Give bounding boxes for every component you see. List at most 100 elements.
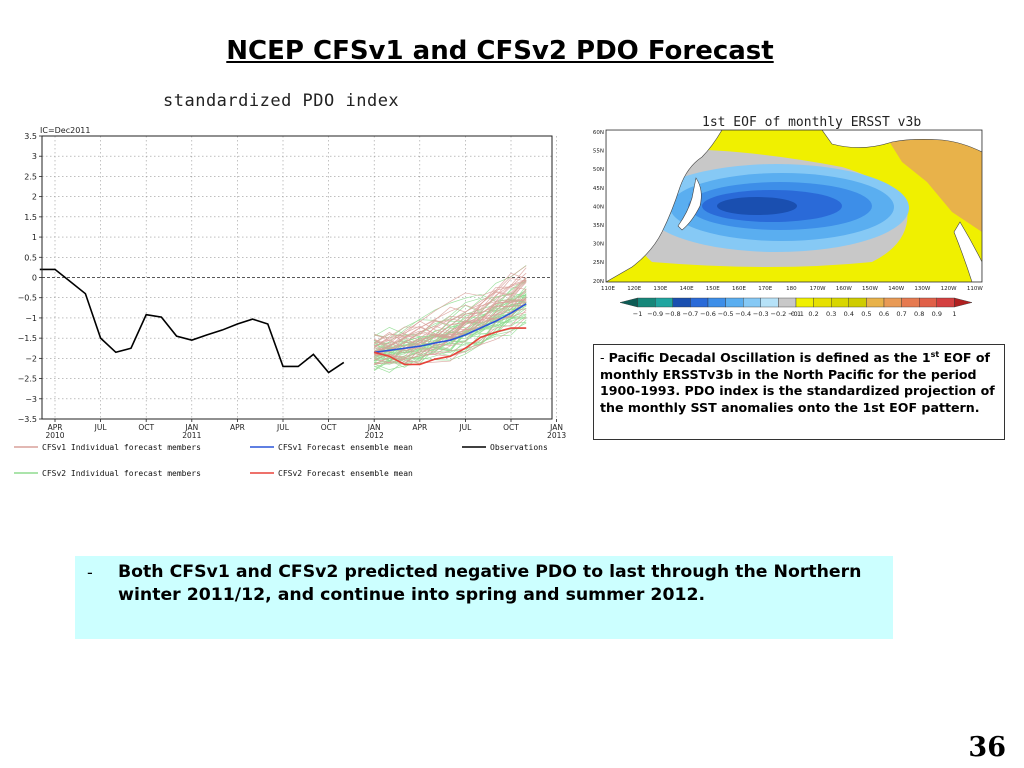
colorbar-label: −0.2 xyxy=(771,310,787,318)
y-tick-label: −3.5 xyxy=(18,415,37,424)
eof-map-panel: 1st EOF of monthly ERSST v3b 60N 55N 50N 45… xyxy=(593,115,983,318)
definition-superscript: st xyxy=(930,349,940,359)
y-tick-label: 0 xyxy=(32,274,37,283)
y-tick-label: −1 xyxy=(25,314,37,323)
y-tick-label: 3.5 xyxy=(24,132,37,141)
x-tick-year-label: 2010 xyxy=(45,431,64,440)
longitude-label: 120W xyxy=(941,286,957,292)
colorbar-cell xyxy=(672,297,691,308)
colorbar-label: 0.6 xyxy=(879,310,889,318)
longitude-label: 130E xyxy=(653,286,667,292)
colorbar-cell xyxy=(883,297,902,308)
longitude-label: 170E xyxy=(758,286,772,292)
x-tick-year-label: 2011 xyxy=(182,431,201,440)
definition-text-end: EOF of monthly ERSSTv3b in the North Pac… xyxy=(600,350,995,415)
colorbar-cell xyxy=(742,297,761,308)
colorbar-label: 0.4 xyxy=(844,310,854,318)
colorbar-cell xyxy=(901,297,920,308)
x-tick-month-label: OCT xyxy=(138,423,154,432)
x-tick-year-label: 2013 xyxy=(547,431,566,440)
longitude-label: 110W xyxy=(967,286,983,292)
x-tick-month-label: JUL xyxy=(94,423,108,432)
series-line xyxy=(374,303,527,354)
ensemble-member-line xyxy=(374,316,527,360)
asia-landmass xyxy=(606,130,723,282)
longitude-label: 110E xyxy=(601,286,615,292)
colorbar-cell xyxy=(637,297,656,308)
ensemble-member-line xyxy=(373,299,527,344)
series-lines xyxy=(39,268,527,374)
y-tick-label: 3 xyxy=(32,152,37,161)
colorbar-cell xyxy=(919,297,938,308)
chart-legend: CFSv1 Individual forecast members CFSv1 F… xyxy=(14,443,548,478)
definition-dash: - xyxy=(600,350,609,365)
y-tick-label: −2 xyxy=(25,354,37,363)
ensemble-member-line xyxy=(374,281,527,355)
legend-label: Observations xyxy=(490,443,548,452)
ensemble-member-line xyxy=(374,265,527,353)
y-tick-label: 2 xyxy=(32,193,37,202)
definition-text-start: Pacific Decadal Oscillation is defined a… xyxy=(608,350,931,365)
colorbar-cell xyxy=(778,297,797,308)
x-tick-month-label: APR xyxy=(48,423,63,432)
pdo-definition-box: - Pacific Decadal Oscillation is defined… xyxy=(593,344,1005,440)
longitude-label: 130W xyxy=(914,286,930,292)
colorbar-label: 0.8 xyxy=(914,310,924,318)
colorbar-label: −1 xyxy=(633,310,643,318)
colorbar-cell xyxy=(707,297,726,308)
x-tick-month-label: APR xyxy=(412,423,427,432)
y-tick-label: −3 xyxy=(25,395,37,404)
x-tick-month-label: JAN xyxy=(184,423,198,432)
latitude-label: 35N xyxy=(593,223,604,229)
summary-text: Both CFSv1 and CFSv2 predicted negative … xyxy=(118,562,862,605)
colorbar-cell xyxy=(936,297,955,308)
ensemble-member-line xyxy=(374,279,527,365)
ensemble-member-line xyxy=(374,286,527,347)
summary-box: - Both CFSv1 and CFSv2 predicted negativ… xyxy=(75,556,893,639)
ensemble-member-line xyxy=(374,291,527,368)
y-tick-label: 1.5 xyxy=(24,213,37,222)
colorbar-cell xyxy=(655,297,674,308)
colorbar-label: 0.1 xyxy=(791,310,801,318)
ensemble-member-line xyxy=(373,272,527,348)
longitude-label: 150W xyxy=(862,286,878,292)
colorbar-cell xyxy=(760,297,779,308)
chart-subtitle: IC=Dec2011 xyxy=(40,126,91,135)
ensemble-member-line xyxy=(374,296,527,363)
colorbar-cell xyxy=(690,297,709,308)
colorbar-cell xyxy=(954,297,973,308)
y-tick-label: 0.5 xyxy=(24,253,37,262)
series-line xyxy=(39,268,345,374)
x-tick-month-label: JAN xyxy=(549,423,563,432)
ensemble-member-line xyxy=(374,277,527,357)
colorbar-label: −0.6 xyxy=(700,310,716,318)
colorbar-label: −0.9 xyxy=(647,310,663,318)
colorbar-label: −0.4 xyxy=(735,310,751,318)
latitude-label: 40N xyxy=(593,204,604,210)
longitude-label: 160W xyxy=(836,286,852,292)
summary-bullet: - xyxy=(87,563,93,582)
longitude-label: 140W xyxy=(888,286,904,292)
x-tick-month-label: JUL xyxy=(276,423,290,432)
x-tick-month-label: APR xyxy=(230,423,245,432)
x-tick-month-label: OCT xyxy=(503,423,519,432)
colorbar-label: 1 xyxy=(952,310,956,318)
colorbar-cell xyxy=(848,297,867,308)
y-axis-ticks: 3.5 3 2.5 2 1.5 1 0.5 0 −0.5 −1 −1.5 −2 −2.5 −3 −3.5 xyxy=(18,132,42,424)
colorbar-label: 0.9 xyxy=(932,310,942,318)
x-tick-month-label: JUL xyxy=(458,423,472,432)
slide-title: NCEP CFSv1 and CFSv2 PDO Forecast xyxy=(226,36,774,66)
colorbar-label: 0.2 xyxy=(808,310,818,318)
colorbar-cell xyxy=(866,297,885,308)
colorbar-cell xyxy=(619,297,638,308)
x-tick-month-label: OCT xyxy=(321,423,337,432)
longitude-label: 170W xyxy=(810,286,826,292)
ensemble-member-line xyxy=(374,267,527,355)
y-tick-label: −0.5 xyxy=(18,294,37,303)
latitude-label: 20N xyxy=(593,279,604,285)
longitude-label: 160E xyxy=(732,286,746,292)
eof-map-frame xyxy=(605,129,983,283)
longitude-label: 150E xyxy=(706,286,720,292)
north-america-landmass xyxy=(821,130,982,153)
mexico-landmass xyxy=(953,221,982,282)
